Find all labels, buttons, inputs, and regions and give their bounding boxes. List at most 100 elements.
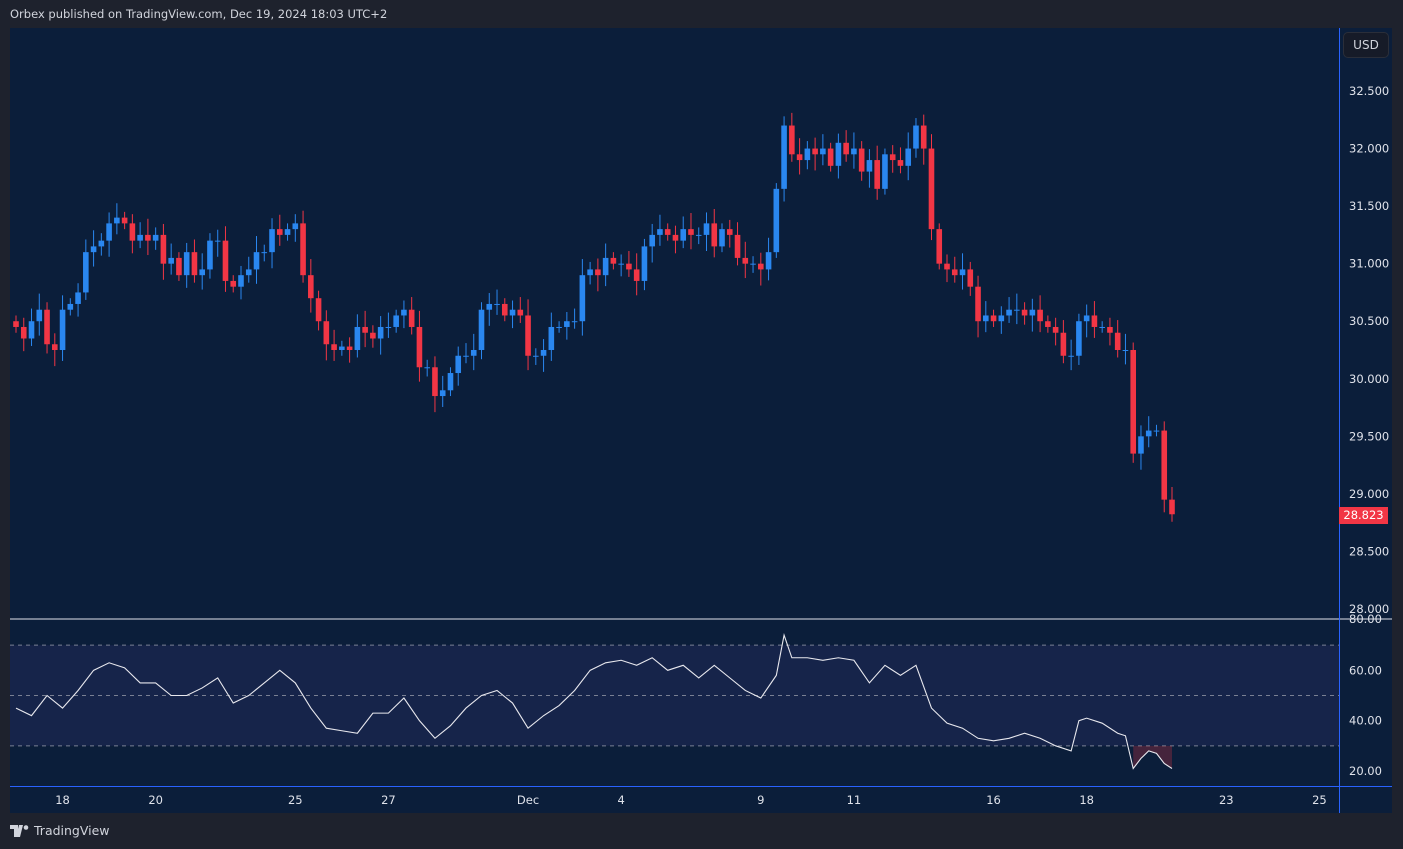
candle-body xyxy=(377,326,384,339)
candle-body xyxy=(944,263,950,270)
candle-body xyxy=(533,355,539,357)
candle xyxy=(28,308,35,346)
candle-body xyxy=(1014,309,1020,311)
candle xyxy=(664,223,671,241)
candle-body xyxy=(51,344,58,350)
price-tick-label: 32.000 xyxy=(1349,142,1389,156)
candle-body xyxy=(820,148,826,155)
time-tick-label: 11 xyxy=(847,793,862,807)
candle xyxy=(1122,333,1129,365)
currency-button[interactable]: USD xyxy=(1343,32,1389,58)
candle-body xyxy=(300,223,306,276)
brand-label: TradingView xyxy=(34,823,110,838)
candle xyxy=(525,299,531,371)
tradingview-logo-icon xyxy=(10,824,29,837)
candle xyxy=(98,233,105,256)
candle-body xyxy=(657,229,663,235)
candle-body xyxy=(354,326,361,350)
candle-body xyxy=(1091,315,1098,327)
candle-body xyxy=(75,292,81,304)
candle xyxy=(354,314,361,358)
candle-body xyxy=(680,229,687,241)
candle xyxy=(44,302,50,354)
tradingview-brand[interactable]: TradingView xyxy=(10,823,110,838)
candle-body xyxy=(408,309,415,327)
candle-body xyxy=(455,355,462,374)
candle-body xyxy=(331,344,337,350)
candle xyxy=(230,275,237,293)
candle xyxy=(222,226,229,292)
candle-body xyxy=(649,234,655,247)
candle xyxy=(1145,416,1152,448)
candle xyxy=(789,112,795,162)
candle-body xyxy=(292,223,299,230)
candle xyxy=(920,114,927,165)
candle xyxy=(207,233,213,279)
chart-panel[interactable]: 32.500 32.000 31.500 31.000 30.500 30.000 29.5… xyxy=(10,28,1392,813)
candle xyxy=(152,227,159,250)
candle-body xyxy=(269,229,275,253)
candle-body xyxy=(346,346,353,350)
candle xyxy=(90,230,97,267)
candle-body xyxy=(323,321,330,345)
candle xyxy=(1091,301,1098,338)
candle xyxy=(680,216,687,249)
candle xyxy=(618,254,624,277)
candle-body xyxy=(1130,350,1137,454)
candle-body xyxy=(1099,326,1105,328)
candle-body xyxy=(990,315,997,322)
candle xyxy=(214,229,221,257)
candle xyxy=(540,339,547,372)
candle xyxy=(959,253,966,290)
candle xyxy=(83,239,89,300)
chart-canvas[interactable]: 32.500 32.000 31.500 31.000 30.500 30.000 29.5… xyxy=(10,28,1392,813)
time-tick-label: 25 xyxy=(1312,793,1327,807)
candle-body xyxy=(750,263,756,265)
candle xyxy=(936,223,943,270)
candle xyxy=(812,137,818,171)
candle xyxy=(517,297,524,323)
rsi-oversold-fill xyxy=(1133,745,1172,769)
candle xyxy=(385,312,392,338)
candle xyxy=(851,132,857,169)
candle xyxy=(455,346,462,386)
candle xyxy=(533,348,539,365)
candle xyxy=(688,213,694,250)
rsi-tick-label: 20.00 xyxy=(1349,764,1382,778)
rsi-line xyxy=(15,632,1173,770)
candle-body xyxy=(711,223,718,247)
candle-body xyxy=(90,246,97,253)
candle xyxy=(370,325,376,348)
candle xyxy=(750,256,756,273)
candle-body xyxy=(432,367,438,397)
candle-body xyxy=(897,160,904,166)
candle-body xyxy=(882,154,888,189)
candle-body xyxy=(1037,309,1043,322)
candle xyxy=(1138,425,1144,470)
candle xyxy=(781,116,787,202)
candle-body xyxy=(789,125,795,155)
candle xyxy=(300,210,306,283)
time-tick-label: 23 xyxy=(1219,793,1234,807)
candle xyxy=(548,312,555,361)
candle-body xyxy=(1006,309,1012,316)
candle-body xyxy=(362,326,368,333)
candle xyxy=(897,147,904,174)
candle-body xyxy=(874,160,880,189)
candle-body xyxy=(98,240,105,247)
candle-body xyxy=(1083,315,1090,322)
candle xyxy=(1130,342,1137,463)
candle xyxy=(509,300,516,329)
candle-body xyxy=(424,367,430,369)
candle-body xyxy=(579,275,586,322)
candle-body xyxy=(1029,309,1036,316)
candle-body xyxy=(1076,321,1082,356)
candle xyxy=(416,310,423,382)
candle-body xyxy=(1161,430,1168,500)
candle xyxy=(719,223,725,253)
candle xyxy=(1068,339,1074,371)
candle xyxy=(649,223,655,263)
time-tick-label: 25 xyxy=(288,793,303,807)
candle-body xyxy=(1068,355,1074,357)
price-tick-label: 31.000 xyxy=(1349,257,1389,271)
